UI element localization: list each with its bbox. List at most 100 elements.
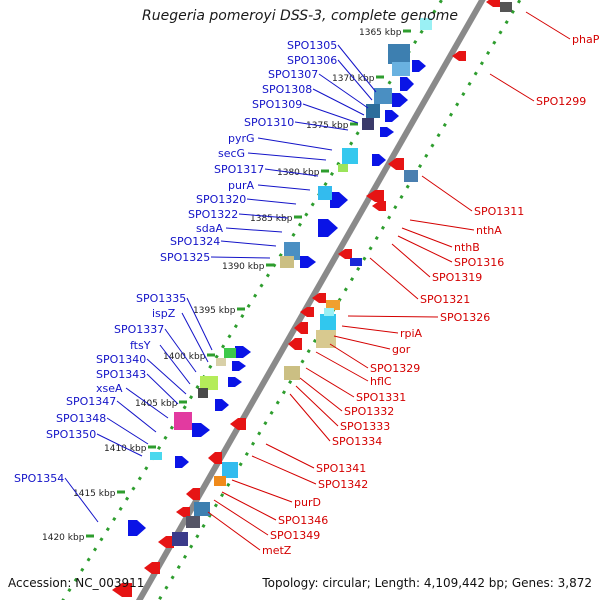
reverse-label-leader bbox=[315, 351, 369, 382]
forward-gene-label: purA bbox=[228, 179, 254, 192]
forward-gene-label: SPO1324 bbox=[170, 235, 220, 248]
feature-box bbox=[374, 88, 392, 104]
forward-gene-label: SPO1308 bbox=[262, 83, 312, 96]
kbp-tick-label: 1395 kbp bbox=[193, 306, 236, 316]
feature-box bbox=[186, 516, 200, 528]
forward-gene-arrow bbox=[192, 423, 210, 437]
feature-box bbox=[198, 388, 208, 398]
forward-label-leader bbox=[210, 256, 271, 259]
reverse-label-leader bbox=[333, 335, 391, 350]
feature-box bbox=[284, 366, 300, 380]
reverse-gene-label: hflC bbox=[370, 375, 392, 388]
reverse-gene-arrow bbox=[300, 307, 314, 317]
reverse-label-leader bbox=[489, 73, 535, 102]
reverse-label-leader bbox=[347, 315, 439, 318]
forward-gene-label: SPO1343 bbox=[96, 368, 146, 381]
reverse-gene-arrow bbox=[486, 0, 500, 7]
reverse-gene-arrow bbox=[176, 507, 190, 517]
topology-text: Topology: circular; Length: 4,109,442 bp… bbox=[262, 576, 592, 590]
reverse-gene-arrow bbox=[338, 249, 352, 259]
feature-layer bbox=[112, 0, 512, 597]
forward-gene-label: SPO1305 bbox=[287, 39, 337, 52]
reverse-gene-arrow bbox=[452, 51, 466, 61]
reverse-gene-label: SPO1316 bbox=[454, 256, 504, 269]
genome-title: Ruegeria pomeroyi DSS-3, complete genome bbox=[142, 8, 458, 24]
kbp-tick-label: 1410 kbp bbox=[104, 444, 147, 454]
forward-label-leader bbox=[337, 44, 377, 93]
reverse-gene-arrow bbox=[158, 536, 174, 548]
forward-label-leader bbox=[220, 240, 277, 247]
reverse-label-leader bbox=[391, 243, 431, 278]
forward-label-leader bbox=[64, 477, 99, 523]
forward-gene-label: ftsY bbox=[130, 339, 151, 352]
kbp-tick-label: 1415 kbp bbox=[73, 489, 116, 499]
reverse-gene-label: nthA bbox=[476, 224, 502, 237]
feature-box bbox=[388, 44, 410, 64]
feature-box bbox=[420, 18, 432, 30]
reverse-gene-arrow bbox=[112, 583, 132, 597]
kbp-tick-label: 1375 kbp bbox=[306, 121, 349, 131]
forward-gene-arrow bbox=[412, 60, 426, 72]
feature-box bbox=[214, 476, 226, 486]
feature-box bbox=[350, 258, 362, 266]
forward-gene-label: SPO1309 bbox=[252, 98, 302, 111]
feature-box bbox=[318, 186, 332, 200]
reverse-gene-label: SPO1311 bbox=[474, 205, 524, 218]
reverse-gene-label: nthB bbox=[454, 241, 480, 254]
reverse-label-leader bbox=[295, 385, 339, 427]
forward-gene-label: SPO1347 bbox=[66, 395, 116, 408]
reverse-gene-label: SPO1332 bbox=[344, 405, 394, 418]
forward-gene-label: xseA bbox=[96, 382, 123, 395]
forward-gene-arrow bbox=[318, 219, 338, 237]
forward-label-leader bbox=[264, 168, 319, 177]
feature-box bbox=[404, 170, 418, 182]
reverse-gene-label: SPO1299 bbox=[536, 95, 586, 108]
forward-label-leader bbox=[146, 358, 187, 395]
reverse-gene-label: rpiA bbox=[400, 327, 423, 340]
reverse-gene-label: SPO1342 bbox=[318, 478, 368, 491]
kbp-tick-label: 1390 kbp bbox=[222, 262, 265, 272]
reverse-label-leader bbox=[421, 175, 473, 212]
kbp-tick-label: 1385 kbp bbox=[250, 214, 293, 224]
reverse-gene-label: SPO1341 bbox=[316, 462, 366, 475]
reverse-label-leader bbox=[369, 257, 419, 300]
reverse-gene-label: SPO1326 bbox=[440, 311, 490, 324]
reverse-gene-arrow bbox=[288, 338, 302, 350]
feature-box bbox=[366, 104, 380, 118]
feature-box bbox=[222, 462, 238, 478]
reverse-gene-label: phaP bbox=[572, 33, 600, 46]
feature-box bbox=[326, 300, 340, 310]
reverse-gene-label: SPO1321 bbox=[420, 293, 470, 306]
reverse-label-leader bbox=[397, 235, 453, 263]
reverse-gene-label: SPO1349 bbox=[270, 529, 320, 542]
ruler-dotted-line-right bbox=[157, 0, 522, 600]
forward-label-leader bbox=[159, 344, 191, 385]
forward-gene-arrow bbox=[232, 361, 246, 371]
forward-gene-arrow bbox=[372, 154, 386, 166]
forward-gene-arrow bbox=[175, 456, 189, 468]
forward-label-leader bbox=[294, 121, 349, 131]
forward-label-leader bbox=[337, 59, 373, 101]
forward-label-leader bbox=[302, 103, 359, 124]
reverse-gene-label: metZ bbox=[262, 544, 292, 557]
feature-box bbox=[320, 314, 336, 330]
forward-label-leader bbox=[246, 198, 297, 205]
kbp-tick-label: 1405 kbp bbox=[135, 399, 178, 409]
feature-box bbox=[280, 256, 294, 268]
reverse-gene-label: gor bbox=[392, 343, 411, 356]
reverse-gene-label: SPO1333 bbox=[340, 420, 390, 433]
forward-label-leader bbox=[312, 88, 365, 116]
forward-gene-label: SPO1310 bbox=[244, 116, 294, 129]
reverse-gene-arrow bbox=[186, 488, 200, 500]
forward-label-leader bbox=[96, 433, 143, 457]
forward-gene-label: SPO1335 bbox=[136, 292, 186, 305]
reverse-gene-arrow bbox=[144, 562, 160, 574]
feature-box bbox=[338, 164, 348, 172]
reverse-label-leader bbox=[409, 219, 475, 231]
reverse-gene-label: SPO1319 bbox=[432, 271, 482, 284]
reverse-gene-arrow bbox=[312, 293, 326, 303]
forward-gene-label: SPO1306 bbox=[287, 54, 337, 67]
reverse-label-leader bbox=[231, 479, 293, 503]
feature-box bbox=[224, 348, 236, 358]
forward-gene-label: secG bbox=[218, 147, 245, 160]
